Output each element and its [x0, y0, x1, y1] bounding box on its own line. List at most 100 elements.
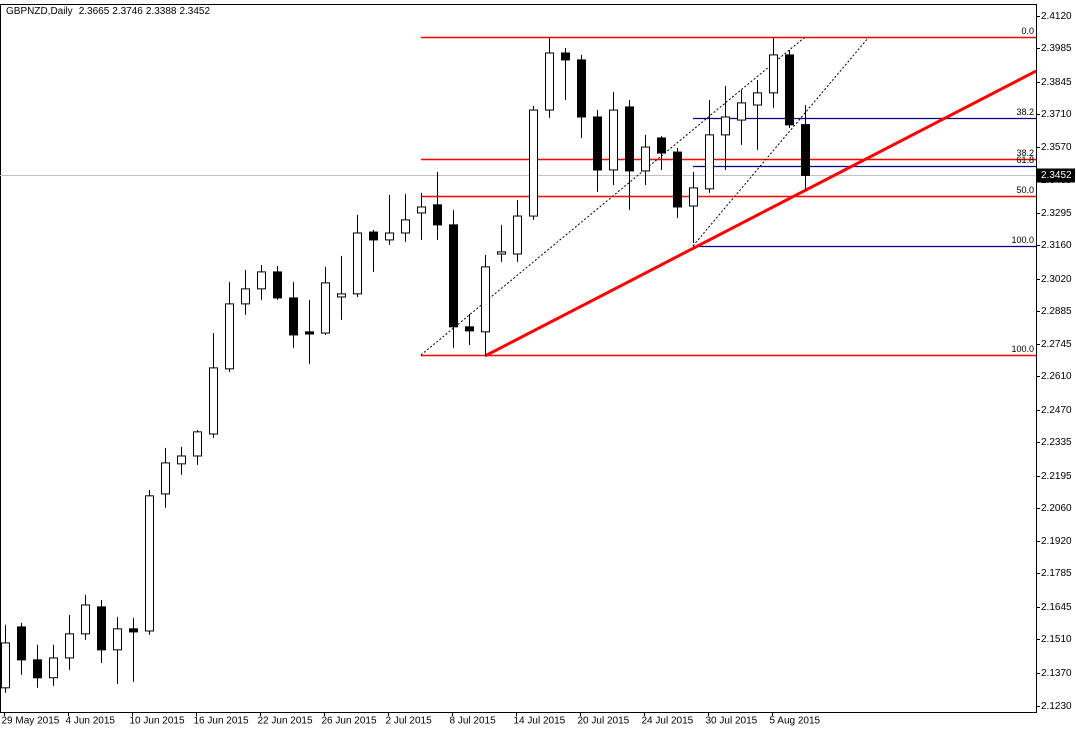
ohlc-close: 2.3452 — [179, 6, 210, 17]
fib-label: 50.0 — [1016, 185, 1034, 195]
candle-body — [193, 431, 202, 457]
y-tick-label: 2.2885 — [1041, 306, 1072, 317]
x-tick-label: 24 Jul 2015 — [642, 716, 694, 727]
candle-body — [17, 626, 26, 661]
candle-body — [401, 219, 410, 234]
x-tick-label: 4 Jun 2015 — [66, 716, 116, 727]
candle-body — [753, 92, 762, 106]
y-tick-label: 2.3020 — [1041, 274, 1072, 285]
fib-label: 100.0 — [1011, 344, 1034, 354]
candle-body — [49, 657, 58, 679]
candle-body — [529, 109, 538, 217]
y-tick-label: 2.3160 — [1041, 240, 1072, 251]
y-tick-label: 2.4120 — [1041, 11, 1072, 22]
axes: 2.41202.39852.38452.37102.35702.34352.32… — [2, 11, 1075, 727]
candle-body — [209, 367, 218, 435]
candle-body — [689, 187, 698, 207]
candle-body — [449, 224, 458, 328]
y-tick-label: 2.3570 — [1041, 142, 1072, 153]
candle-body — [721, 116, 730, 136]
fib-label: 38.2 — [1016, 148, 1034, 158]
candle-body — [545, 52, 554, 111]
candle-body — [657, 137, 666, 154]
candle-body — [129, 628, 138, 633]
candle-body — [97, 606, 106, 651]
candle-body — [593, 116, 602, 171]
candle-body — [81, 604, 90, 635]
candle-body — [1, 642, 10, 689]
candle-body — [273, 271, 282, 299]
plot-frame — [0, 4, 1037, 713]
x-tick-label: 14 Jul 2015 — [514, 716, 566, 727]
y-tick-label: 2.2335 — [1041, 437, 1072, 448]
y-tick-label: 2.3710 — [1041, 109, 1072, 120]
x-tick-label: 10 Jun 2015 — [130, 716, 185, 727]
x-tick-label: 29 May 2015 — [2, 716, 60, 727]
price-label: 2.3452 — [1041, 170, 1072, 181]
candle-body — [337, 293, 346, 298]
x-tick-label: 16 Jun 2015 — [194, 716, 249, 727]
candle-body — [497, 251, 506, 255]
y-tick-label: 2.2060 — [1041, 503, 1072, 514]
candle-body — [577, 59, 586, 118]
y-tick-label: 2.3295 — [1041, 208, 1072, 219]
x-tick-label: 20 Jul 2015 — [578, 716, 630, 727]
x-tick-label: 8 Jul 2015 — [450, 716, 497, 727]
candle-body — [33, 659, 42, 679]
candle-body — [65, 633, 74, 659]
candle-body — [145, 495, 154, 632]
candle-body — [241, 288, 250, 305]
candle-body — [113, 628, 122, 651]
y-tick-label: 2.3845 — [1041, 77, 1072, 88]
ohlc-high: 2.3746 — [112, 6, 143, 17]
candle-body — [673, 151, 682, 208]
chart-title: GBPNZD,Daily 2.3665 2.3746 2.3388 2.3452 — [6, 6, 210, 17]
x-tick-label: 2 Jul 2015 — [386, 716, 433, 727]
y-tick-label: 2.2610 — [1041, 371, 1072, 382]
candle-body — [609, 109, 618, 171]
symbol: GBPNZD,Daily — [6, 6, 73, 17]
candle-body — [417, 206, 426, 214]
candle-body — [177, 455, 186, 465]
trendline — [692, 36, 870, 247]
y-tick-label: 2.2470 — [1041, 405, 1072, 416]
candle-body — [289, 297, 298, 336]
candle-body — [353, 232, 362, 295]
candle-body — [433, 204, 442, 226]
y-tick-label: 2.2195 — [1041, 471, 1072, 482]
candle-body — [305, 331, 314, 335]
ohlc-open: 2.3665 — [79, 6, 110, 17]
candle-body — [641, 146, 650, 172]
candle-body — [321, 282, 330, 334]
x-tick-label: 30 Jul 2015 — [706, 716, 758, 727]
trendline — [420, 36, 806, 356]
fib-label: 61.8 — [1016, 155, 1034, 165]
candle-body — [513, 215, 522, 255]
y-tick-label: 2.1510 — [1041, 634, 1072, 645]
candle-body — [385, 232, 394, 241]
candle-body — [769, 54, 778, 94]
y-tick-label: 2.1370 — [1041, 668, 1072, 679]
fib-label: 100.0 — [1011, 235, 1034, 245]
candle-body — [785, 54, 794, 126]
trendline — [484, 69, 1036, 358]
fib-label: 0.0 — [1021, 26, 1034, 36]
candle-body — [465, 326, 474, 332]
x-tick-label: 5 Aug 2015 — [770, 716, 821, 727]
y-tick-label: 2.1920 — [1041, 536, 1072, 547]
x-tick-label: 22 Jun 2015 — [258, 716, 313, 727]
candle-body — [705, 134, 714, 190]
y-tick-label: 2.1645 — [1041, 602, 1072, 613]
y-tick-label: 2.1230 — [1041, 701, 1072, 712]
candle-body — [369, 231, 378, 241]
candle-body — [481, 266, 490, 333]
candle-body — [801, 124, 810, 176]
y-tick-label: 2.2745 — [1041, 339, 1072, 350]
ohlc-low: 2.3388 — [146, 6, 177, 17]
y-tick-label: 2.1785 — [1041, 568, 1072, 579]
candle-body — [257, 271, 266, 290]
y-tick-label: 2.3985 — [1041, 43, 1072, 54]
candle-body — [225, 303, 234, 370]
